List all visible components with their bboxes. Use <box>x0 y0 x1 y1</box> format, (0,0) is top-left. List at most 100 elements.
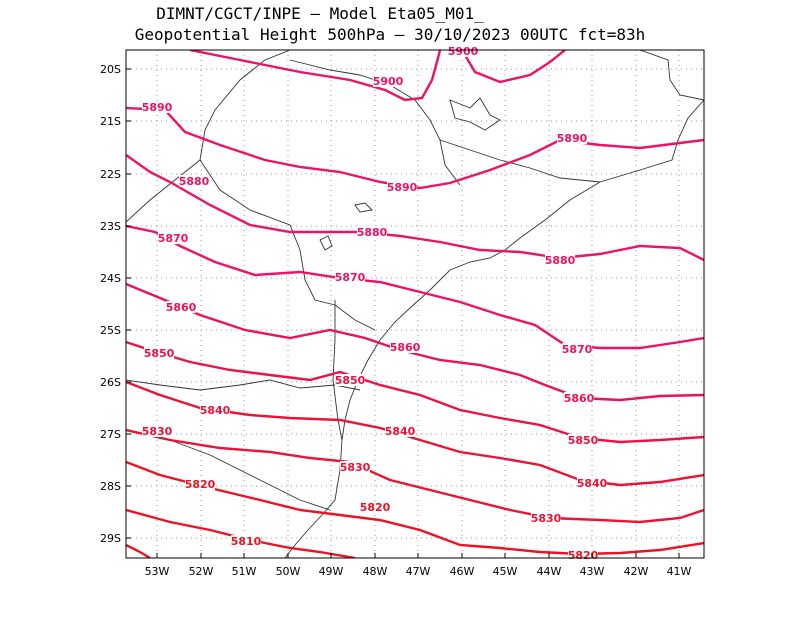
state-border <box>126 50 291 223</box>
state-border <box>126 379 361 391</box>
lat-label: 27S <box>100 428 121 441</box>
map-frame <box>125 49 705 559</box>
contour-label: 5840 <box>577 477 608 490</box>
contour-label: 5880 <box>545 254 576 267</box>
lat-label: 24S <box>100 272 121 285</box>
lon-label: 47W <box>406 565 431 578</box>
contour-label-bg <box>357 226 387 238</box>
lon-label: 51W <box>232 565 257 578</box>
title-line-2: Geopotential Height 500hPa – 30/10/2023 … <box>134 25 646 44</box>
contour-label-bg <box>231 535 261 547</box>
axis-ticks: 20S 21S 22S 23S 24S 25S 26S 27S 28S 29S 53W 52W 51W 5… <box>100 63 692 578</box>
contour-label-bg <box>200 404 230 416</box>
contour-label-bg <box>545 254 575 266</box>
contour-label-bg <box>562 343 592 355</box>
lon-label: 45W <box>493 565 518 578</box>
contour-label-bg <box>557 132 587 144</box>
contour-label: 5840 <box>200 404 231 417</box>
contour-label: 5880 <box>357 226 388 239</box>
contour-label-bg <box>166 301 196 313</box>
contour-label: 5820 <box>568 549 599 562</box>
contour-label: 5870 <box>562 343 593 356</box>
contour-label: 5850 <box>568 434 599 447</box>
contour-label: 5830 <box>142 425 173 438</box>
geography <box>126 50 704 558</box>
contour-label: 5900 <box>448 45 479 58</box>
state-border <box>639 50 704 101</box>
lon-label: 49W <box>319 565 344 578</box>
contour-label: 5880 <box>179 175 210 188</box>
state-border <box>199 159 376 331</box>
contour-5860 <box>126 282 704 402</box>
lat-label: 22S <box>100 168 121 181</box>
contour-label: 5820 <box>360 501 391 514</box>
contour-label: 5900 <box>373 75 404 88</box>
lon-label: 46W <box>450 565 475 578</box>
contour-5900 <box>189 50 442 102</box>
lat-label: 20S <box>100 63 121 76</box>
contour-label: 5850 <box>335 374 366 387</box>
contour-label-bg <box>360 501 390 513</box>
lon-label: 50W <box>276 565 301 578</box>
contour-label-bg <box>564 392 594 404</box>
title-line-1: DIMNT/CGCT/INPE – Model Eta05_M01_ <box>156 4 484 23</box>
contour-label: 5840 <box>385 425 416 438</box>
contour-label-bg <box>577 477 607 489</box>
contour-labels: 5900 5900 5890 5890 5890 5880 5880 5880 5870 5870… <box>142 45 608 562</box>
lake <box>319 235 333 251</box>
coastline <box>284 99 704 558</box>
contour-label-bg <box>568 434 598 446</box>
lat-label: 29S <box>100 532 121 545</box>
state-border <box>332 300 343 441</box>
lon-label: 41W <box>667 565 692 578</box>
contour-label-bg <box>185 478 215 490</box>
contour-5880 <box>126 154 704 262</box>
lon-label: 42W <box>624 565 649 578</box>
contour-label: 5890 <box>557 132 588 145</box>
contour-label: 5810 <box>231 535 262 548</box>
contour-label-bg <box>335 271 365 283</box>
contour-5900 <box>460 50 566 84</box>
contour-label-bg <box>373 75 403 87</box>
contour-5810 <box>126 508 356 558</box>
lat-label: 21S <box>100 115 121 128</box>
contour-label-bg <box>142 101 172 113</box>
lon-label: 48W <box>363 565 388 578</box>
contour-label: 5860 <box>166 301 197 314</box>
contour-5870 <box>126 224 704 350</box>
contour-label-bg <box>179 175 209 187</box>
contour-label-bg <box>448 45 478 57</box>
contour-label-bg <box>390 341 420 353</box>
contour-label: 5860 <box>390 341 421 354</box>
contour-label-bg <box>340 461 370 473</box>
lon-label: 44W <box>537 565 562 578</box>
contour-label: 5890 <box>387 181 418 194</box>
contour-label-bg <box>531 512 561 524</box>
contour-label-bg <box>335 374 365 386</box>
contour-label-bg <box>142 425 172 437</box>
contour-label: 5830 <box>531 512 562 525</box>
contour-label: 5820 <box>185 478 216 491</box>
lake <box>449 97 501 131</box>
contour-label: 5860 <box>564 392 595 405</box>
contour-label-bg <box>158 232 188 244</box>
contour-label-bg <box>144 347 174 359</box>
contour-5830 <box>126 428 704 524</box>
contour-label: 5870 <box>158 232 189 245</box>
contour-label: 5830 <box>340 461 371 474</box>
contour-label: 5850 <box>144 347 175 360</box>
contour-5800 <box>126 543 151 558</box>
contour-5890 <box>126 106 704 190</box>
contour-label-bg <box>385 425 415 437</box>
lat-label: 28S <box>100 480 121 493</box>
contour-5820 <box>126 460 704 556</box>
state-border <box>439 139 601 183</box>
lon-label: 43W <box>580 565 605 578</box>
lon-label: 53W <box>145 565 170 578</box>
contour-label-bg <box>387 181 417 193</box>
contour-5850 <box>126 340 704 444</box>
contour-label: 5870 <box>335 271 366 284</box>
lon-label: 52W <box>189 565 214 578</box>
lake <box>354 202 373 213</box>
